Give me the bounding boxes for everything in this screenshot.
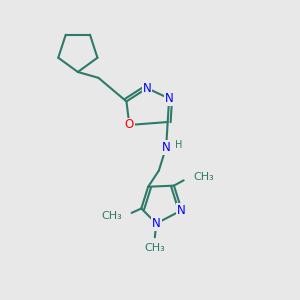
Text: N: N <box>152 217 161 230</box>
Text: CH₃: CH₃ <box>101 211 122 221</box>
Text: CH₃: CH₃ <box>144 243 165 253</box>
Text: H: H <box>175 140 182 150</box>
Text: N: N <box>165 92 173 105</box>
Text: N: N <box>162 141 171 154</box>
Text: O: O <box>125 118 134 131</box>
Text: N: N <box>143 82 152 95</box>
Text: N: N <box>177 204 186 217</box>
Text: CH₃: CH₃ <box>193 172 214 182</box>
